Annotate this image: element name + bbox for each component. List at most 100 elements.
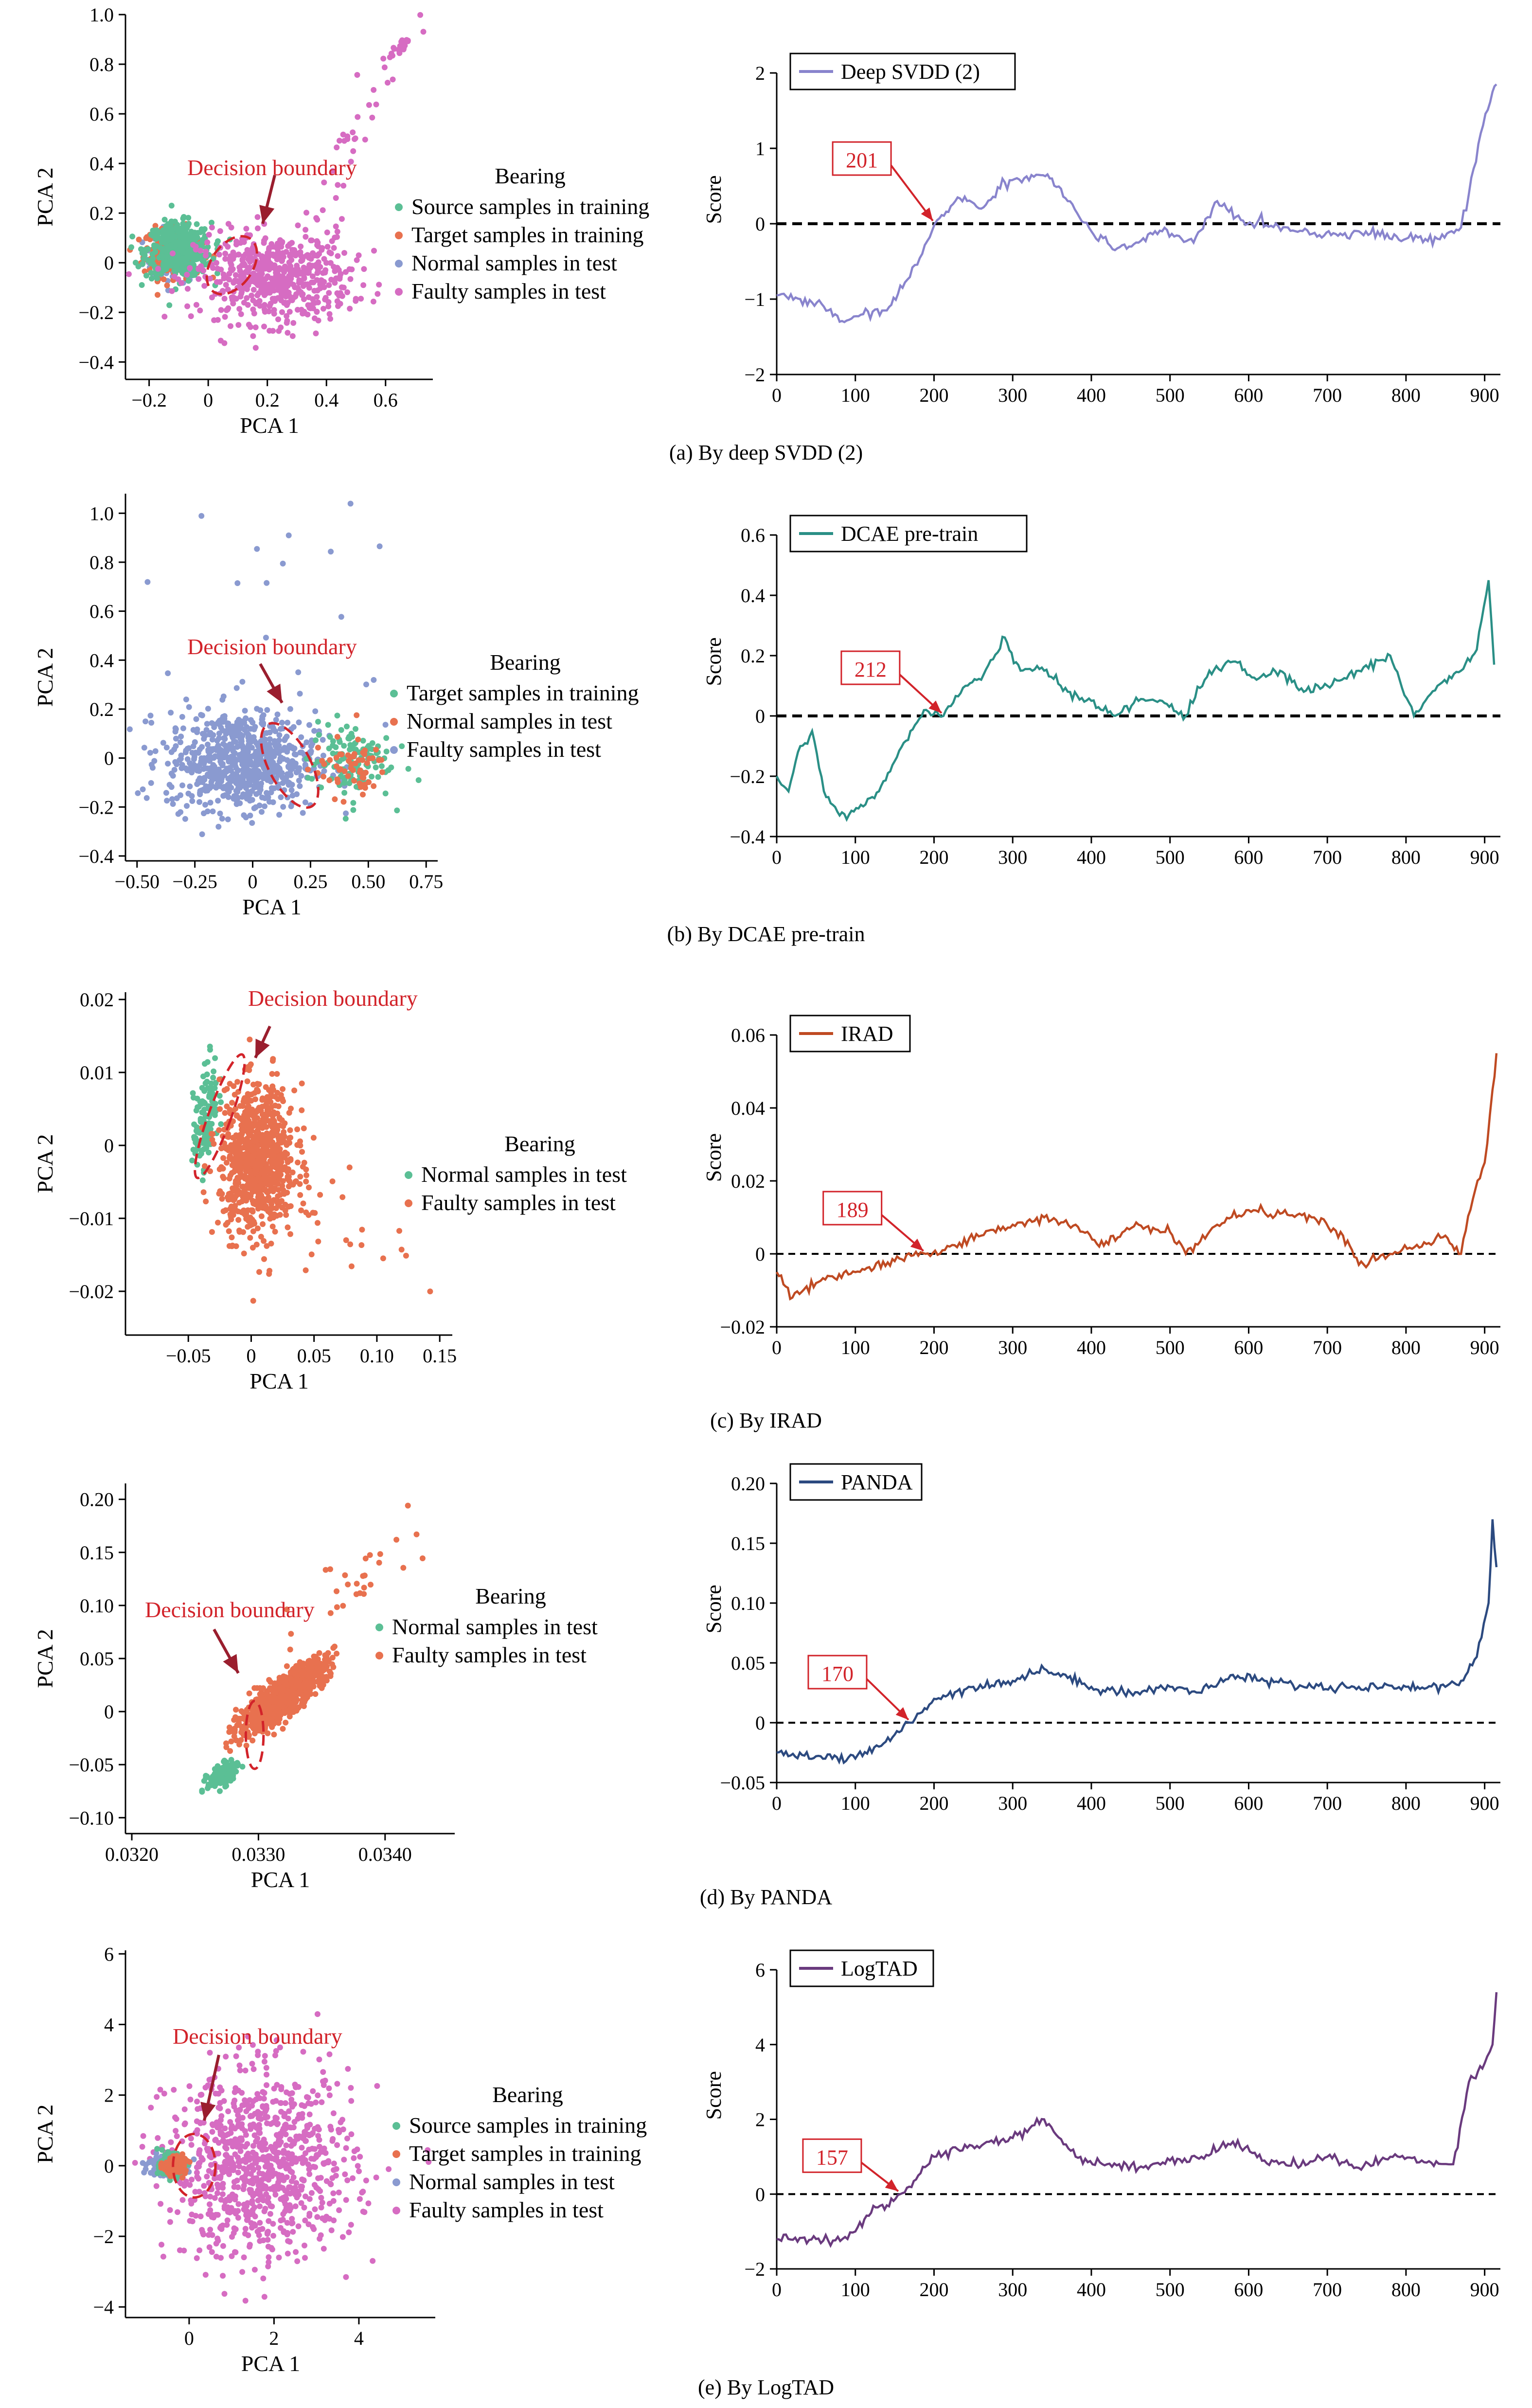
scatter-point — [237, 1155, 243, 1161]
scatter-point — [314, 238, 320, 244]
scatter-point — [180, 260, 187, 266]
scatter-point — [268, 275, 275, 282]
scatter-point — [265, 1688, 271, 1694]
scatter-point — [315, 745, 321, 751]
scatter-point — [270, 1214, 277, 1221]
scatter-point — [217, 1788, 223, 1794]
scatter-point — [361, 751, 368, 757]
scatter-point — [252, 1170, 259, 1176]
scatter-point — [163, 745, 170, 750]
scatter-point — [286, 745, 292, 751]
scatter-point — [194, 781, 200, 787]
scatter-point — [267, 281, 274, 287]
scatter-point — [353, 726, 358, 732]
scatter-point — [300, 283, 306, 289]
scatter-point — [161, 216, 168, 223]
scatter-point — [333, 195, 339, 201]
scatter-point — [305, 775, 311, 781]
scatter-point — [227, 741, 233, 748]
scatter-point — [171, 273, 178, 280]
scatter-point — [287, 1231, 293, 1237]
scatter-point — [302, 799, 308, 805]
scatter-point — [234, 774, 241, 781]
scatter-point — [354, 1581, 360, 1587]
scatter-point — [324, 244, 331, 250]
scatter-point — [268, 756, 274, 763]
scatter-point — [238, 311, 244, 317]
scatter-point — [210, 808, 216, 815]
scatter-point — [256, 1159, 262, 1165]
scatter-point — [383, 735, 390, 741]
scatter-point — [303, 1267, 309, 1273]
scatter-point — [358, 1242, 365, 1248]
legend-entry: Source samples in training — [411, 194, 649, 219]
scatter-point — [249, 2061, 255, 2067]
scatter-point — [328, 549, 334, 555]
scatter-point — [236, 1227, 242, 1233]
scatter-point — [220, 1769, 227, 1776]
scatter-point — [291, 1690, 298, 1696]
scatter-point — [262, 795, 268, 802]
scatter-point — [383, 749, 390, 755]
x-tick-label: 0.75 — [409, 871, 443, 892]
scatter-point — [205, 741, 211, 748]
scatter-point — [236, 743, 243, 749]
scatter-point — [261, 1256, 267, 1262]
scatter-point — [321, 179, 327, 186]
scatter-point — [211, 317, 217, 323]
scatter-point — [334, 234, 340, 240]
scatter-point — [219, 816, 225, 822]
scatter-point — [152, 748, 159, 754]
scatter-point — [293, 2249, 299, 2255]
x-tick-label: 0.15 — [423, 1345, 457, 1367]
scatter-point — [185, 223, 191, 229]
scatter-point — [258, 259, 265, 266]
scatter-point — [350, 807, 356, 813]
scatter-point — [221, 1757, 228, 1764]
scatter-point — [327, 260, 334, 266]
scatter-point — [299, 1080, 305, 1087]
legend-marker — [375, 1623, 383, 1631]
scatter-point — [222, 314, 228, 320]
scatter-point — [250, 2149, 256, 2156]
scatter-point — [249, 1209, 256, 1215]
scatter-point — [333, 275, 339, 282]
scatter-point — [226, 1228, 232, 1234]
scatter-point — [170, 773, 176, 779]
scatter-point — [324, 229, 330, 235]
scatter-point — [271, 1131, 277, 1138]
scatter-point — [224, 728, 230, 734]
y-tick-label: 1.0 — [89, 4, 114, 26]
scatter-point — [194, 729, 200, 735]
scatter-point — [303, 1172, 309, 1178]
scatter-point — [264, 707, 270, 713]
scatter-point — [209, 219, 214, 226]
scatter-point — [214, 241, 220, 248]
y-tick-label: 0.2 — [89, 202, 114, 224]
scatter-point — [203, 727, 210, 733]
scatter-point — [279, 719, 285, 726]
scatter-point — [245, 744, 251, 750]
y-axis-label: PCA 2 — [33, 1629, 57, 1688]
scatter-point — [301, 1125, 307, 1131]
scatter-point — [341, 250, 347, 256]
scatter-point — [261, 2058, 267, 2065]
scatter-point — [160, 740, 166, 746]
scatter-point — [287, 1706, 293, 1712]
scatter-point — [250, 1298, 256, 1304]
scatter-point — [284, 313, 290, 319]
scatter-point — [143, 795, 150, 801]
scatter-point — [355, 114, 361, 120]
scatter-point — [237, 1161, 243, 1167]
scatter-point — [199, 1789, 205, 1795]
scatter-point — [222, 743, 229, 749]
y-tick-label: −0.01 — [69, 1208, 114, 1230]
scatter-point — [247, 812, 253, 819]
scatter-point — [343, 2197, 349, 2203]
scatter-point — [243, 251, 249, 257]
scatter-point — [318, 1660, 324, 1667]
scatter-point — [177, 242, 182, 249]
scatter-point — [307, 302, 314, 308]
